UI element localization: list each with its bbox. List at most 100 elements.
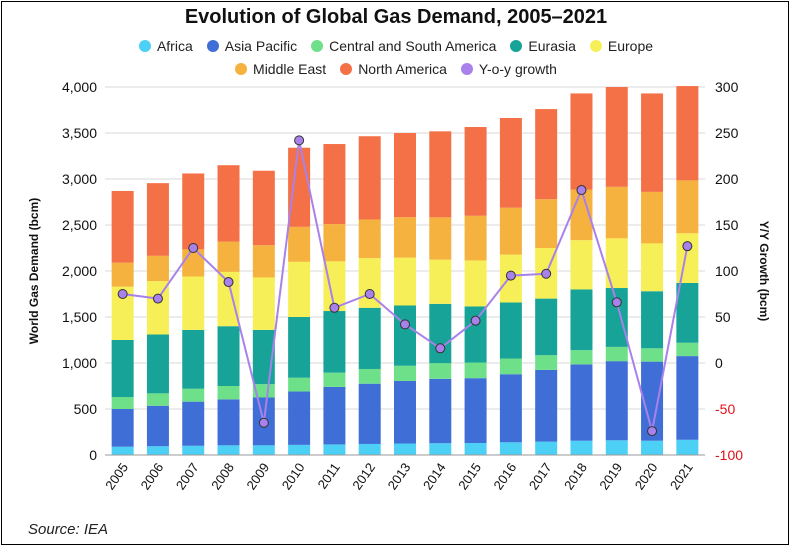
bar-segment [464, 127, 487, 216]
bar-segment [641, 191, 664, 244]
legend-row-2: Middle East North America Y-o-y growth [0, 61, 792, 77]
bar-segment [394, 133, 416, 218]
x-tick-label: 2016 [490, 460, 519, 492]
bar-segment [499, 358, 522, 375]
growth-point [223, 277, 234, 288]
bar-segment [676, 356, 699, 440]
bar-segment [499, 207, 522, 255]
bar-segment [535, 355, 558, 370]
legend-swatch [235, 63, 248, 75]
bar-segment [641, 291, 664, 349]
y-tick-label: 500 [74, 401, 98, 417]
bar-segment [217, 399, 240, 446]
bar-segment [499, 302, 522, 359]
y2-axis-title: Y/Y Growth (bcm) [757, 221, 771, 321]
bar-segment [429, 217, 452, 260]
bar-segment [323, 372, 346, 387]
legend-swatch [311, 40, 324, 52]
legend-label: North America [358, 61, 447, 77]
bar-segment [252, 384, 275, 398]
bar-segment [182, 249, 205, 277]
bar-segment [217, 165, 240, 242]
legend-swatch [589, 40, 602, 52]
bar-segment [570, 289, 593, 351]
bar-segment [605, 238, 628, 289]
bar-segment [429, 378, 452, 444]
bar-segment [358, 443, 381, 455]
bar-segment [605, 186, 628, 239]
legend-label: Middle East [253, 61, 327, 77]
x-tick-label: 2021 [667, 460, 696, 492]
y-tick-label: 2,000 [62, 263, 97, 279]
source-note: Source: IEA [28, 521, 109, 538]
x-tick-label: 2007 [173, 460, 202, 492]
bar-segment [111, 340, 134, 398]
bar-segment [146, 255, 169, 282]
x-tick-label: 2012 [349, 460, 378, 492]
bar-segment [429, 443, 452, 455]
bar-segment [499, 118, 522, 208]
bar-segment [323, 444, 346, 455]
x-tick-label: 2006 [138, 460, 167, 492]
x-tick-label: 2008 [208, 460, 237, 492]
growth-point [505, 270, 516, 281]
bar-segment [323, 224, 346, 262]
bar-segment [358, 136, 381, 220]
bar-segment [499, 374, 522, 443]
bar-segment [676, 282, 699, 343]
bar-segment [570, 364, 593, 441]
bar-segment [146, 183, 169, 256]
bar-segment [288, 261, 311, 317]
growth-point [611, 297, 622, 308]
legend-item-central-south-america: Central and South America [311, 38, 496, 54]
bar-segment [252, 170, 275, 246]
bar-segment [111, 446, 134, 455]
legend-item-asia-pacific: Asia Pacific [206, 38, 297, 54]
bar-segment [570, 350, 593, 365]
bar-segment [676, 180, 699, 234]
bar-segment [535, 441, 558, 455]
x-tick-label: 2015 [455, 460, 484, 492]
bar-segment [111, 409, 134, 447]
x-tick-label: 2014 [420, 460, 449, 492]
bar-segment [288, 226, 311, 262]
legend-label: Africa [156, 38, 193, 54]
y2-tick-label: -50 [715, 401, 735, 417]
bar-segment [429, 363, 452, 379]
bar-segment [252, 445, 275, 455]
bar-segment [111, 397, 134, 409]
bar-segment [182, 329, 205, 389]
x-tick-label: 2009 [243, 460, 272, 492]
y2-tick-label: 250 [715, 125, 739, 141]
growth-point [647, 426, 658, 437]
bar-segment [288, 444, 311, 455]
y-axis-title: World Gas Demand (bcm) [27, 198, 41, 344]
legend-label: Y-o-y growth [478, 61, 557, 77]
bar-segment [111, 262, 134, 287]
bar-segment [464, 306, 487, 363]
bar-segment [464, 443, 487, 455]
growth-point [294, 135, 305, 146]
bar-segment [288, 377, 311, 392]
bar-segment [146, 405, 169, 447]
bar-segment [429, 303, 452, 364]
bar-segment [394, 443, 416, 455]
y-tick-label: 0 [89, 447, 97, 463]
growth-point [364, 289, 375, 299]
growth-point [188, 243, 199, 253]
bar-segment [394, 305, 416, 366]
legend-item-europe: Europe [589, 38, 653, 54]
x-tick-label: 2011 [315, 460, 343, 492]
y2-tick-label: 150 [715, 217, 739, 233]
bar-segment [111, 286, 134, 340]
bar-segment [394, 217, 416, 258]
bar-segment [676, 342, 699, 357]
bar-segment [605, 288, 628, 347]
bar-segment [146, 334, 169, 394]
chart-title: Evolution of Global Gas Demand, 2005–202… [184, 6, 608, 28]
bar-segment [358, 219, 381, 259]
bar-segment [146, 393, 169, 406]
bar-segment [358, 307, 381, 369]
legend-label: Eurasia [528, 38, 576, 54]
bar-segment [182, 401, 205, 446]
